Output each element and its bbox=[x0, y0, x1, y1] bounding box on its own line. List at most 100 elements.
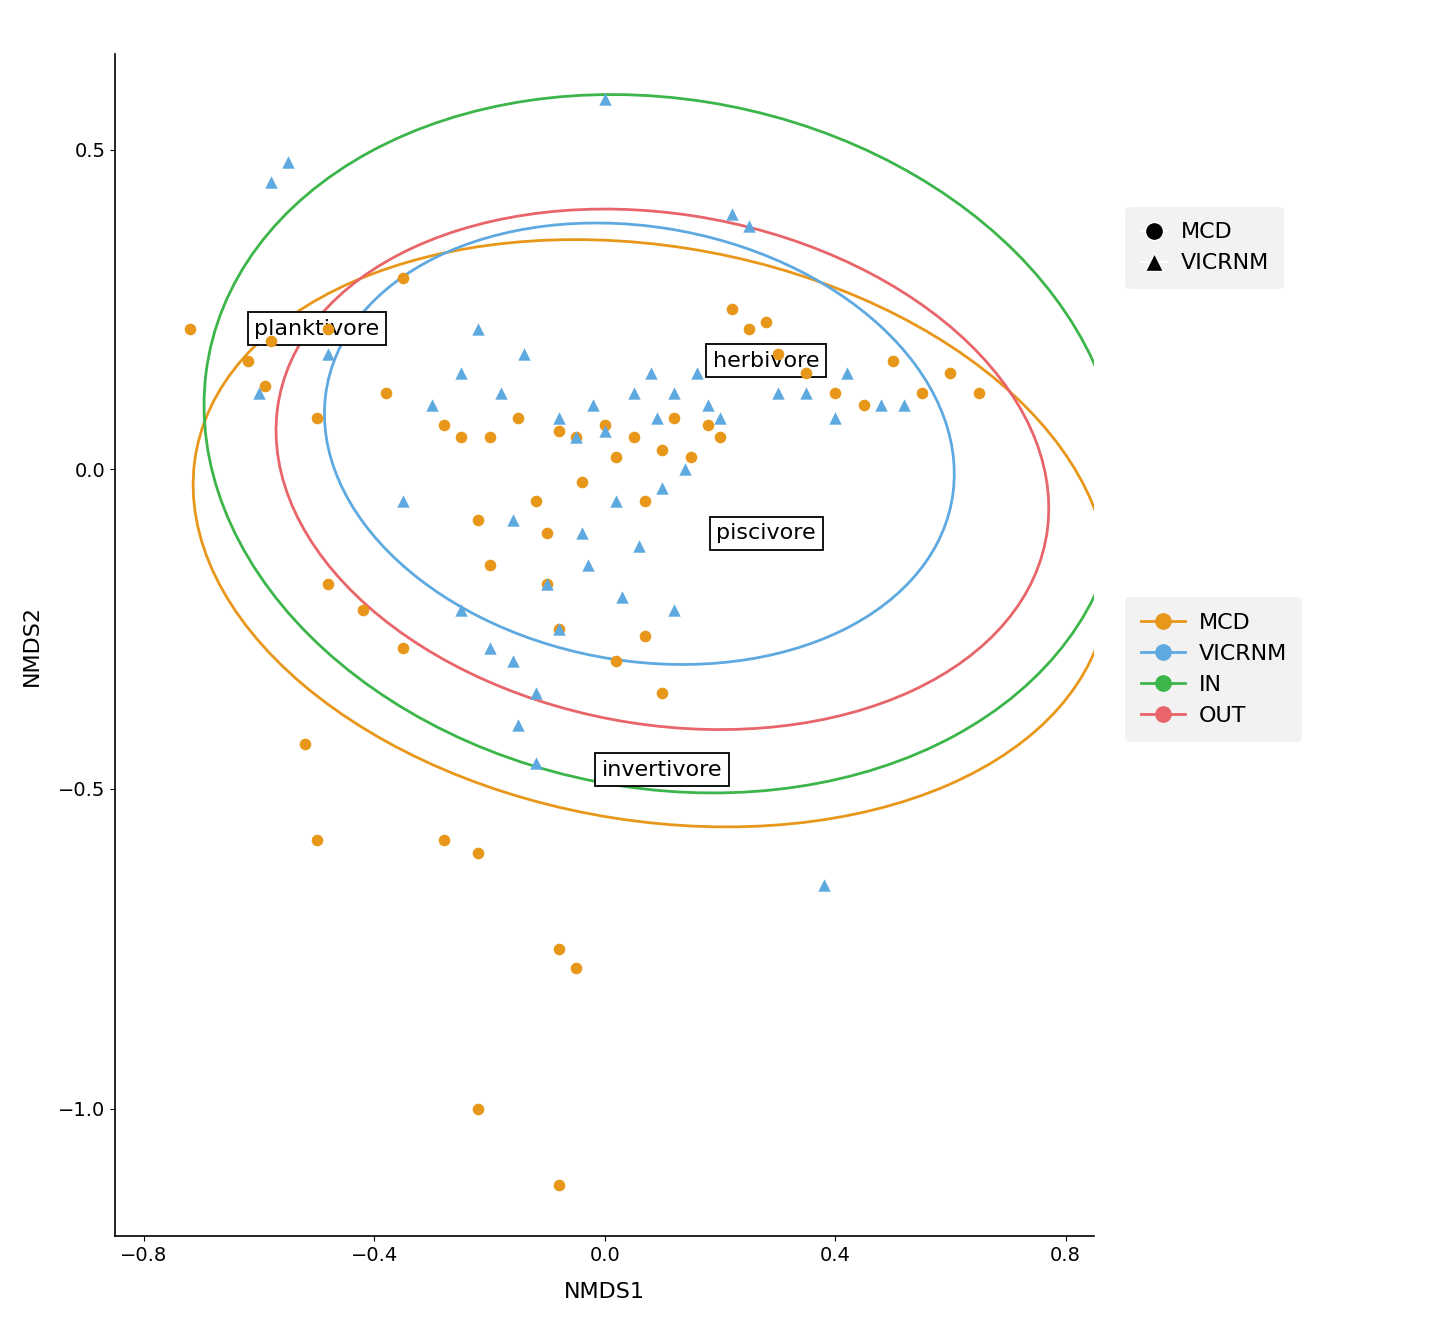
Point bbox=[547, 421, 570, 442]
Point bbox=[236, 349, 259, 371]
Point bbox=[524, 683, 547, 704]
Point bbox=[507, 714, 530, 735]
Point bbox=[294, 734, 317, 755]
Point bbox=[507, 407, 530, 429]
Point bbox=[351, 599, 374, 621]
Point bbox=[870, 395, 893, 417]
Point bbox=[697, 395, 720, 417]
Point bbox=[564, 426, 588, 448]
Point bbox=[795, 382, 818, 403]
Point bbox=[674, 458, 697, 480]
Point bbox=[755, 312, 778, 333]
Point bbox=[893, 395, 916, 417]
Point bbox=[392, 266, 415, 288]
Point bbox=[611, 586, 634, 607]
Point bbox=[622, 426, 645, 448]
Point bbox=[766, 382, 789, 403]
Point bbox=[276, 152, 300, 173]
Point bbox=[605, 491, 628, 512]
Legend: MCD, VICRNM, IN, OUT: MCD, VICRNM, IN, OUT bbox=[1125, 597, 1302, 742]
Point bbox=[547, 407, 570, 429]
Point bbox=[501, 509, 524, 531]
Point bbox=[622, 382, 645, 403]
Point bbox=[467, 843, 490, 864]
Point bbox=[305, 407, 328, 429]
Text: piscivore: piscivore bbox=[716, 523, 816, 543]
Point bbox=[824, 382, 847, 403]
Point bbox=[564, 957, 588, 978]
Text: invertivore: invertivore bbox=[602, 759, 723, 780]
Point bbox=[449, 426, 472, 448]
Point bbox=[536, 574, 559, 595]
Point bbox=[766, 344, 789, 366]
Point bbox=[605, 650, 628, 672]
Point bbox=[968, 382, 991, 403]
Point bbox=[685, 363, 708, 384]
Text: herbivore: herbivore bbox=[713, 351, 819, 371]
Point bbox=[737, 215, 760, 237]
Point bbox=[524, 753, 547, 774]
Point bbox=[910, 382, 933, 403]
Point bbox=[593, 414, 616, 435]
Point bbox=[432, 414, 455, 435]
Point bbox=[547, 1175, 570, 1196]
Point bbox=[501, 650, 524, 672]
Point bbox=[467, 1098, 490, 1120]
Point bbox=[628, 535, 651, 556]
Point bbox=[317, 319, 340, 340]
Point bbox=[708, 426, 732, 448]
Point bbox=[605, 446, 628, 468]
Point bbox=[513, 344, 536, 366]
Point bbox=[547, 618, 570, 640]
Point bbox=[478, 637, 501, 659]
Point bbox=[449, 599, 472, 621]
Point bbox=[720, 203, 743, 224]
Point bbox=[392, 637, 415, 659]
Point bbox=[259, 331, 282, 352]
Point bbox=[662, 407, 685, 429]
Point bbox=[524, 491, 547, 512]
Point bbox=[639, 363, 662, 384]
Point bbox=[835, 363, 858, 384]
Point bbox=[564, 426, 588, 448]
Point bbox=[547, 938, 570, 960]
Point bbox=[651, 439, 674, 461]
Point bbox=[253, 375, 276, 396]
Point bbox=[536, 523, 559, 544]
Point bbox=[374, 382, 397, 403]
X-axis label: NMDS1: NMDS1 bbox=[564, 1282, 645, 1302]
Point bbox=[939, 363, 962, 384]
Point bbox=[795, 363, 818, 384]
Point bbox=[392, 491, 415, 512]
Point bbox=[651, 683, 674, 704]
Point bbox=[812, 874, 835, 895]
Point bbox=[576, 555, 599, 577]
Point bbox=[478, 555, 501, 577]
Point bbox=[680, 446, 703, 468]
Point bbox=[881, 349, 904, 371]
Point bbox=[708, 407, 732, 429]
Point bbox=[634, 491, 657, 512]
Point bbox=[547, 618, 570, 640]
Point bbox=[570, 523, 593, 544]
Point bbox=[467, 319, 490, 340]
Point bbox=[593, 87, 616, 109]
Point bbox=[432, 829, 455, 851]
Point bbox=[420, 395, 444, 417]
Point bbox=[317, 344, 340, 366]
Point bbox=[582, 395, 605, 417]
Point bbox=[248, 382, 271, 403]
Point bbox=[317, 574, 340, 595]
Text: planktivore: planktivore bbox=[255, 319, 379, 339]
Point bbox=[737, 319, 760, 340]
Point bbox=[478, 426, 501, 448]
Point bbox=[852, 395, 876, 417]
Point bbox=[720, 298, 743, 320]
Point bbox=[697, 414, 720, 435]
Point bbox=[490, 382, 513, 403]
Point bbox=[536, 574, 559, 595]
Y-axis label: NMDS2: NMDS2 bbox=[22, 605, 42, 685]
Point bbox=[634, 625, 657, 646]
Point bbox=[259, 171, 282, 192]
Point bbox=[305, 829, 328, 851]
